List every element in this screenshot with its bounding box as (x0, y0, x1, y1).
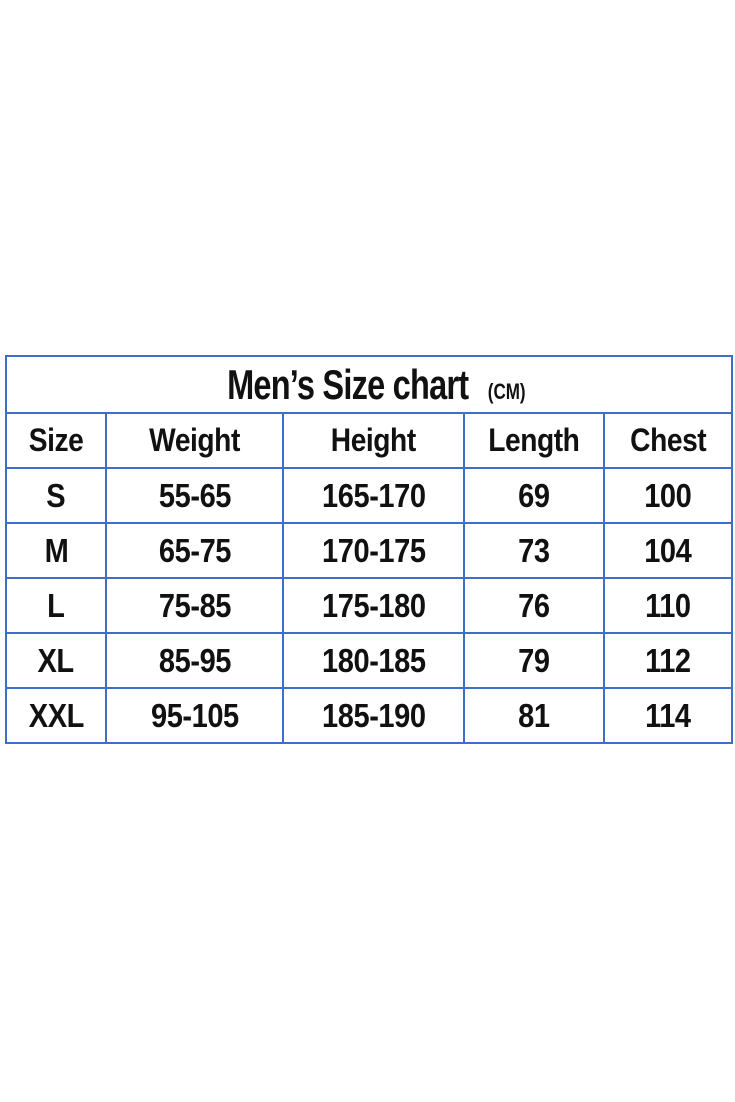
header-length: Length (488, 422, 580, 458)
table-row: S 55-65 165-170 69 100 (5, 467, 734, 524)
cell-text: 95-105 (150, 696, 239, 734)
table-row: L 75-85 175-180 76 110 (5, 577, 734, 634)
cell-weight: 65-75 (105, 522, 284, 579)
cell-size: XL (5, 632, 107, 689)
cell-length: 79 (463, 632, 605, 689)
unit-label: (CM) (487, 378, 526, 404)
cell-text: 100 (644, 476, 692, 514)
header-row: Size Weight Height Length Chest (5, 412, 734, 469)
cell-text: 76 (518, 586, 550, 624)
cell-text: 110 (645, 586, 691, 624)
cell-chest: 104 (602, 522, 734, 579)
cell-height: 170-175 (282, 522, 465, 579)
cell-text: 185-190 (321, 696, 426, 734)
cell-text: 104 (644, 531, 692, 569)
cell-text: 75-85 (158, 586, 231, 624)
chart-title: Men’s Size chart (CM) (4, 355, 734, 414)
cell-text: L (47, 586, 65, 624)
cell-text: 79 (518, 641, 550, 679)
table-row: XL 85-95 180-185 79 112 (5, 632, 734, 689)
cell-text: 165-170 (321, 476, 426, 514)
header-size: Size (28, 422, 84, 458)
cell-text: 73 (518, 531, 550, 569)
cell-text: 69 (518, 476, 550, 514)
cell-size: L (5, 577, 107, 634)
cell-chest: 100 (602, 467, 734, 524)
cell-chest: 114 (602, 687, 734, 744)
header-weight: Weight (149, 422, 240, 458)
column-header: Chest (602, 412, 734, 469)
cell-text: S (46, 476, 66, 514)
cell-weight: 95-105 (105, 687, 284, 744)
cell-text: 175-180 (321, 586, 426, 624)
cell-weight: 55-65 (105, 467, 284, 524)
cell-text: 85-95 (158, 641, 231, 679)
table-body: S 55-65 165-170 69 100 M 65-75 170-175 73 104 L 75-… (5, 467, 734, 744)
cell-text: XL (37, 641, 75, 679)
cell-weight: 75-85 (105, 577, 284, 634)
cell-chest: 112 (602, 632, 734, 689)
cell-text: 180-185 (321, 641, 426, 679)
cell-text: 170-175 (321, 531, 426, 569)
cell-height: 185-190 (282, 687, 465, 744)
cell-text: 65-75 (158, 531, 231, 569)
title-text: Men’s Size chart (226, 360, 469, 408)
cell-text: 112 (645, 641, 691, 679)
cell-text: 114 (645, 696, 691, 734)
cell-text: M (44, 531, 68, 569)
cell-text: 81 (518, 696, 550, 734)
cell-length: 69 (463, 467, 605, 524)
column-header: Length (463, 412, 605, 469)
cell-length: 81 (463, 687, 605, 744)
cell-size: M (5, 522, 107, 579)
size-chart-table: Men’s Size chart (CM) Size Weight Height … (4, 355, 734, 744)
column-header: Size (5, 412, 107, 469)
title-row: Men’s Size chart (CM) (4, 355, 734, 414)
cell-text: XXL (28, 696, 84, 734)
cell-length: 76 (463, 577, 605, 634)
cell-size: S (5, 467, 107, 524)
cell-height: 175-180 (282, 577, 465, 634)
cell-weight: 85-95 (105, 632, 284, 689)
cell-text: 55-65 (158, 476, 231, 514)
cell-height: 165-170 (282, 467, 465, 524)
cell-length: 73 (463, 522, 605, 579)
header-height: Height (331, 422, 416, 458)
table-row: XXL 95-105 185-190 81 114 (5, 687, 734, 744)
table-row: M 65-75 170-175 73 104 (5, 522, 734, 579)
cell-size: XXL (5, 687, 107, 744)
column-header: Height (282, 412, 465, 469)
header-chest: Chest (629, 422, 707, 458)
cell-chest: 110 (602, 577, 734, 634)
cell-height: 180-185 (282, 632, 465, 689)
column-header: Weight (105, 412, 284, 469)
